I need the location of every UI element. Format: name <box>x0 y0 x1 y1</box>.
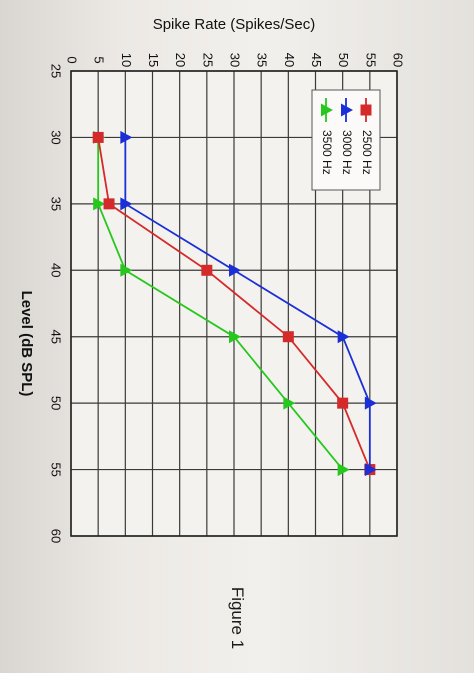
legend-label: 3500 Hz <box>320 130 334 175</box>
legend-label: 3000 Hz <box>340 130 354 175</box>
plot-frame <box>70 70 398 537</box>
series-line <box>97 137 344 471</box>
y-tick-label: 45 <box>309 53 324 67</box>
y-axis-label: Spike Rate (Spikes/Sec) <box>153 16 316 33</box>
axes: 0 5 10 15 20 25 30 35 40 45 50 55 60 25 30 35 40 45 50 55 60 <box>49 53 406 543</box>
data-point <box>364 396 377 410</box>
legend-entry: 3000 Hz <box>340 98 354 175</box>
x-tick-label: 25 <box>49 64 64 78</box>
legend-entry: 2500 Hz <box>360 98 374 175</box>
data-point <box>201 264 213 276</box>
data-point <box>120 197 133 211</box>
legend-swatch-marker <box>321 103 333 117</box>
y-tick-label: 10 <box>119 53 134 67</box>
y-tick-label: 15 <box>146 53 161 67</box>
legend-label: 2500 Hz <box>360 130 374 175</box>
x-tick-label: 35 <box>49 197 64 211</box>
data-point <box>364 463 377 477</box>
data-point <box>120 263 133 277</box>
x-tick-label: 30 <box>49 130 64 144</box>
data-point <box>229 263 241 277</box>
x-tick-label: 40 <box>49 263 64 277</box>
legend-swatch-marker <box>341 103 353 117</box>
series-line <box>97 137 371 470</box>
y-tick-label: 25 <box>200 53 215 67</box>
data-point <box>337 397 349 409</box>
y-tick-label: 5 <box>92 56 107 63</box>
figure-caption: Figure 1 <box>228 587 247 649</box>
x-tick-label: 55 <box>49 462 64 476</box>
y-tick-label: 55 <box>363 53 378 67</box>
y-tick-label: 30 <box>228 53 243 67</box>
y-tick-label: 60 <box>391 53 406 67</box>
legend: 2500 Hz 3000 Hz 3500 Hz <box>311 89 381 191</box>
series-3000-hz <box>120 130 377 477</box>
data-point <box>120 130 133 144</box>
y-tick-label: 0 <box>65 56 80 63</box>
data-point <box>103 198 115 210</box>
data-point <box>93 197 106 211</box>
y-tick-label: 50 <box>336 53 351 67</box>
x-tick-label: 60 <box>49 529 64 543</box>
x-tick-label: 50 <box>49 396 64 410</box>
y-tick-label: 40 <box>282 53 297 67</box>
legend-entry: 3500 Hz <box>320 98 334 175</box>
series <box>92 130 377 477</box>
data-point <box>283 396 296 410</box>
data-point <box>92 131 104 143</box>
y-tick-label: 35 <box>255 53 270 67</box>
x-tick-label: 45 <box>49 329 64 343</box>
legend-swatch-marker <box>360 104 372 116</box>
y-tick-label: 20 <box>173 53 188 67</box>
x-axis-label: Level (dB SPL) <box>18 291 35 397</box>
data-point <box>229 330 241 344</box>
series-line <box>124 137 371 470</box>
data-point <box>337 330 350 344</box>
data-point <box>282 331 294 343</box>
data-point <box>337 463 350 477</box>
